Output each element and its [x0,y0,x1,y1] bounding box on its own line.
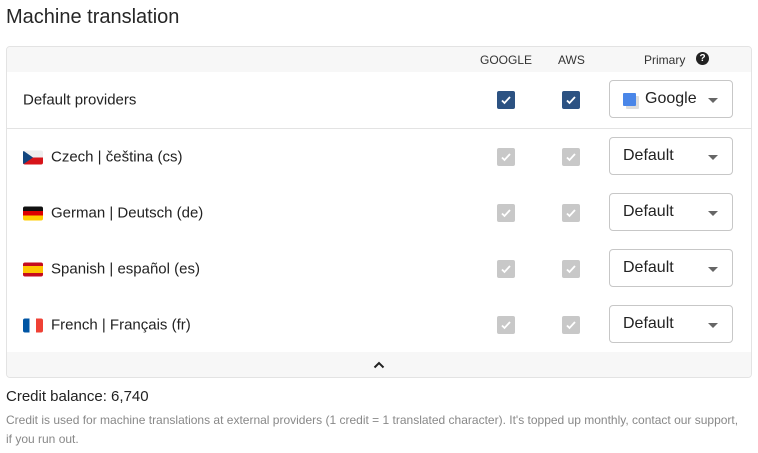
google-checkbox[interactable] [497,204,515,222]
chevron-up-icon [373,361,385,368]
primary-select[interactable]: Default [609,137,733,175]
column-aws: AWS [558,53,585,67]
primary-select[interactable]: Default [609,249,733,287]
column-google: GOOGLE [480,53,533,67]
language-row: Czech | čeština (cs) Default [7,129,751,185]
select-value: Default [623,315,674,332]
credit-balance: Credit balance: 6,740 [6,388,149,405]
chevron-down-icon [708,211,718,216]
language-name: French | Français (fr) [51,316,191,334]
google-checkbox[interactable] [497,91,515,109]
primary-select[interactable]: Default [609,305,733,343]
table-header: GOOGLE AWS Primary ? [7,47,751,72]
row-label: Default providers [23,91,137,109]
page-title: Machine translation [6,6,180,28]
language-name: Czech | čeština (cs) [51,148,183,166]
select-value: Default [623,259,674,276]
language-name: German | Deutsch (de) [51,204,204,222]
google-checkbox[interactable] [497,316,515,334]
providers-table: GOOGLE AWS Primary ? Default providers G… [6,46,752,378]
google-translate-icon [623,92,636,106]
select-value: Default [623,203,674,220]
language-label: Spanish | español (es) [23,261,200,278]
chevron-down-icon [708,155,718,160]
select-value: Google [645,90,697,107]
google-checkbox[interactable] [497,148,515,166]
chevron-down-icon [708,323,718,328]
credit-note: Credit is used for machine translations … [6,413,739,446]
primary-select[interactable]: Google [609,80,733,118]
google-checkbox[interactable] [497,260,515,278]
language-name: Spanish | español (es) [51,260,200,278]
collapse-button[interactable] [7,352,751,377]
default-providers-row: Default providers Google [7,72,751,129]
language-row: German | Deutsch (de) Default [7,185,751,241]
primary-select[interactable]: Default [609,193,733,231]
language-label: Czech | čeština (cs) [23,149,182,166]
help-icon[interactable]: ? [696,52,709,65]
aws-checkbox[interactable] [562,316,580,334]
flag-de-icon [23,206,43,220]
language-label: German | Deutsch (de) [23,205,203,222]
language-row: French | Français (fr) Default [7,297,751,353]
aws-checkbox[interactable] [562,91,580,109]
aws-checkbox[interactable] [562,148,580,166]
language-row: Spanish | español (es) Default [7,241,751,297]
chevron-down-icon [708,98,718,103]
select-value: Default [623,147,674,164]
flag-cz-icon [23,150,43,164]
aws-checkbox[interactable] [562,260,580,278]
language-label: French | Français (fr) [23,317,191,334]
aws-checkbox[interactable] [562,204,580,222]
flag-es-icon [23,262,43,276]
column-primary: Primary [644,53,686,67]
flag-fr-icon [23,318,43,332]
chevron-down-icon [708,267,718,272]
